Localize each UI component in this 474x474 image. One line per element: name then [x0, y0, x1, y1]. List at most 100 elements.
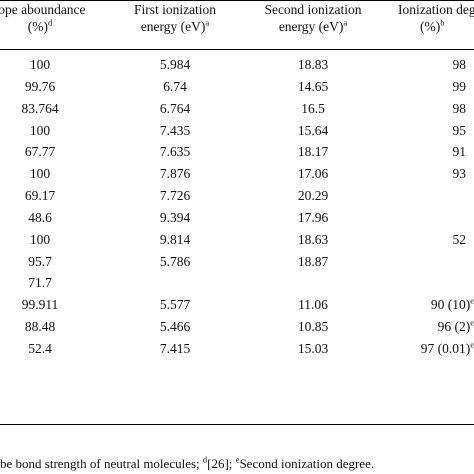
header-second-ionization-unit: energy (eV) [278, 19, 344, 34]
table-cell-second-ionization: 17.06 [297, 166, 329, 182]
table-cell-ionization-degree: 98 [400, 98, 474, 120]
table-cell-first-ionization: 7.435 [159, 122, 191, 138]
table-cell-ionization-degree: 98 [400, 54, 474, 76]
table-cell-ionization-degree: 96 (2)e [400, 316, 474, 338]
table-cell-ionization-degree [400, 251, 474, 273]
table-cell-first-ionization: 9.394 [159, 209, 191, 225]
table-cell-abundance: 48.6 [28, 209, 52, 225]
table-cell-first-ionization: 6.764 [159, 100, 191, 116]
header-ionization-degree-line2: (%)b [398, 18, 474, 35]
column-first-ionization: 5.984 6.74 6.764 7.435 7.635 7.876 7.726… [100, 54, 250, 360]
column-ionization-degree: 98 99 98 95 91 93 52 90 (10)e 96 (2)e 97… [400, 54, 474, 360]
table-cell-ionization-degree [400, 207, 474, 229]
header-isotope-abundance-sup: d [48, 17, 53, 28]
table-cell-second-ionization: 18.17 [297, 144, 329, 160]
header-ionization-degree-unit: (%) [420, 19, 441, 34]
table-cell-abundance: 95.7 [28, 253, 52, 269]
header-first-ionization-line2: energy (eV)a [100, 18, 250, 35]
table-cell-degree-value: 96 (2) [437, 319, 471, 335]
table-cell-abundance: 69.17 [24, 188, 56, 204]
header-isotope-abundance: tope aboundance (%)d [0, 1, 100, 35]
header-isotope-abundance-line1: tope aboundance [0, 2, 86, 17]
table-cell-second-ionization: 15.03 [297, 340, 329, 356]
column-second-ionization: 18.83 14.65 16.5 15.64 18.17 17.06 20.29… [238, 54, 388, 360]
table-cell-degree-value: 97 (0.01) [420, 340, 471, 356]
table-cell-first-ionization: 7.415 [159, 340, 191, 356]
table-cell-abundance: 99.76 [24, 78, 56, 94]
table-cell-ionization-degree: 95 [400, 120, 474, 142]
table-cell-second-ionization: 20.29 [297, 188, 329, 204]
table-cell-abundance: 88.48 [24, 319, 56, 335]
table-cell-second-ionization: 16.5 [301, 100, 325, 116]
table-cell-second-ionization: 18.83 [297, 57, 329, 72]
table-cell-ionization-degree: 91 [400, 141, 474, 163]
table-cell-degree-sup: e [470, 317, 474, 328]
header-second-ionization-line1: Second ionization [264, 2, 362, 17]
header-isotope-abundance-unit: (%) [27, 19, 48, 34]
table-cell-second-ionization [238, 272, 388, 294]
table-cell-first-ionization: 5.577 [159, 297, 191, 313]
table-cell-degree-value: 98 [452, 100, 467, 116]
table-cell-second-ionization: 14.65 [297, 78, 329, 94]
table-cell-ionization-degree: 97 (0.01)e [400, 338, 474, 360]
table-cell-degree-value: 95 [452, 122, 467, 138]
table-cell-abundance: 100 [29, 166, 51, 182]
table-cell-abundance: 67.77 [24, 144, 56, 160]
table-cell-ionization-degree: 99 [400, 76, 474, 98]
header-first-ionization: First ionization energy (eV)a [100, 1, 250, 35]
table-cell-degree-value: 99 [452, 78, 467, 94]
table-cell-abundance: 100 [29, 231, 51, 247]
table-cell-abundance: 100 [29, 122, 51, 138]
table-cell-first-ionization: 7.726 [159, 188, 191, 204]
footnote-part2: [26]; [207, 456, 236, 471]
table-cell-first-ionization: 5.466 [159, 319, 191, 335]
header-ionization-degree-line1: Ionization deg [398, 2, 474, 17]
table-cell-first-ionization: 5.786 [159, 253, 191, 269]
table-cell-second-ionization: 11.06 [298, 297, 328, 313]
table-cell-ionization-degree: 52 [400, 229, 474, 251]
table-bottom-rule [0, 424, 474, 425]
table-cell-abundance: 99.911 [21, 297, 59, 313]
column-isotope-abundance: 100 99.76 83.764 100 67.77 100 69.17 48.… [0, 54, 80, 360]
header-first-ionization-line1: First ionization [133, 2, 217, 17]
header-second-ionization-sup: a [343, 17, 348, 28]
header-ionization-degree-sup: b [440, 17, 445, 28]
table-cell-first-ionization: 5.984 [159, 57, 191, 72]
table-header-rule [0, 49, 474, 50]
footnote-sup-d: d [202, 454, 208, 465]
footnote-sup-e: e [235, 454, 240, 465]
table-cell-abundance: 83.764 [21, 100, 59, 116]
header-ionization-degree: Ionization deg (%)b [398, 1, 474, 35]
table-cell-second-ionization: 18.63 [297, 231, 329, 247]
table-cell-first-ionization: 7.876 [159, 166, 191, 182]
header-isotope-abundance-line2: (%)d [0, 18, 100, 35]
table-cell-degree-value: 90 (10) [430, 297, 471, 313]
footnote-part1: be bond strength of neutral molecules; [0, 456, 203, 471]
table-cell-ionization-degree [400, 272, 474, 294]
header-second-ionization-line2: energy (eV)a [238, 18, 388, 35]
table-cell-first-ionization: 7.635 [159, 144, 191, 160]
table-cell-degree-value: 52 [452, 231, 467, 247]
table-cell-second-ionization: 18.87 [297, 253, 329, 269]
table-cell-abundance: 100 [29, 57, 51, 72]
table-cell-ionization-degree: 93 [400, 163, 474, 185]
table-cell-second-ionization: 15.64 [297, 122, 329, 138]
table-cell-first-ionization: 6.74 [163, 78, 187, 94]
table-cell-degree-sup: e [470, 295, 474, 306]
footnote-part3: Second ionization degree. [239, 456, 375, 471]
table-cell-degree-value: 91 [452, 144, 467, 160]
table-top-rule [0, 0, 474, 1]
table-cell-degree-value: 93 [452, 166, 467, 182]
table-cell-second-ionization: 17.96 [297, 209, 329, 225]
table-cell-abundance: 71.7 [28, 275, 52, 291]
header-second-ionization: Second ionization energy (eV)a [238, 1, 388, 35]
header-first-ionization-unit: energy (eV) [140, 19, 206, 34]
table-cell-ionization-degree: 90 (10)e [400, 294, 474, 316]
table-cell-second-ionization: 10.85 [297, 319, 329, 335]
table-footnote: be bond strength of neutral molecules; d… [0, 454, 375, 472]
table-cell-first-ionization: 9.814 [159, 231, 191, 247]
table-cell-abundance: 52.4 [28, 340, 52, 356]
table-cell-ionization-degree [400, 185, 474, 207]
table-cell-degree-value: 98 [452, 57, 467, 72]
